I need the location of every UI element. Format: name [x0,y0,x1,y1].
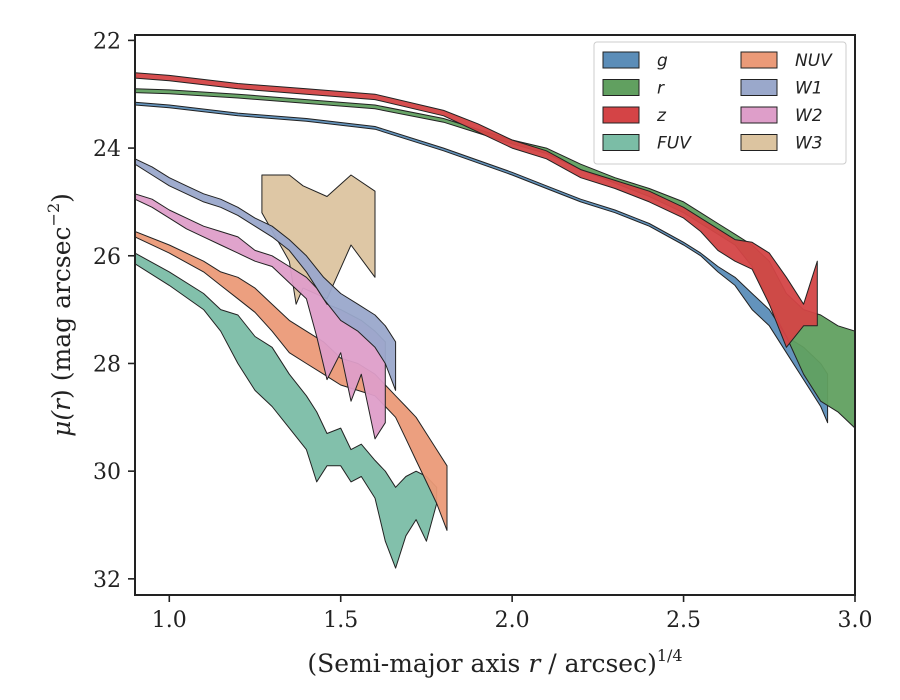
x-axis: 1.0 1.5 2.0 2.5 3.0 [152,595,873,633]
legend-swatch-z [602,106,640,124]
x-tick-label: 1.5 [323,608,358,633]
y-tick-label: 26 [93,245,121,270]
x-tick-label: 2.0 [495,608,530,633]
legend-label-w2: W2 [795,106,823,126]
legend-swatch-g [602,51,640,69]
x-tick-label: 3.0 [838,608,873,633]
band-w1 [135,158,397,391]
band-z [135,72,818,348]
legend-label-g: g [657,51,668,71]
y-axis-label: μ(r) (mag arcsec−2) [44,193,76,437]
legend-box [593,41,847,165]
legend-swatch-r [602,79,640,96]
legend-swatch-w1 [740,79,778,96]
x-axis-label: (Semi-major axis r / arcsec)1/4 [307,646,682,678]
x-tick-label: 1.0 [152,608,187,633]
y-tick-label: 30 [93,460,121,485]
legend-label-z: z [656,106,667,126]
legend-swatch-nuv [740,51,778,69]
legend-swatch-w2 [740,106,778,124]
legend: grz FUV NUV W1 W2 W3 [593,41,847,165]
legend-label-r: r [657,79,665,99]
legend-label-fuv: FUV [657,134,692,154]
plot-frame [134,34,856,596]
y-tick-label: 24 [93,137,121,162]
band-g [135,101,829,424]
legend-label-w1: W1 [795,79,823,99]
y-tick-label: 22 [93,29,121,54]
legend-swatch-fuv [602,134,640,151]
legend-label-nuv: NUV [795,51,833,71]
legend-swatch-w3 [740,134,778,151]
y-axis: 22 24 26 28 30 32 [93,29,135,593]
band-w2 [135,193,386,440]
x-tick-label: 2.5 [666,608,701,633]
y-tick-label: 32 [93,568,121,593]
band-nuv [135,231,448,531]
y-tick-label: 28 [93,352,121,377]
legend-label-w3: W3 [795,134,823,154]
band-group [135,72,855,569]
